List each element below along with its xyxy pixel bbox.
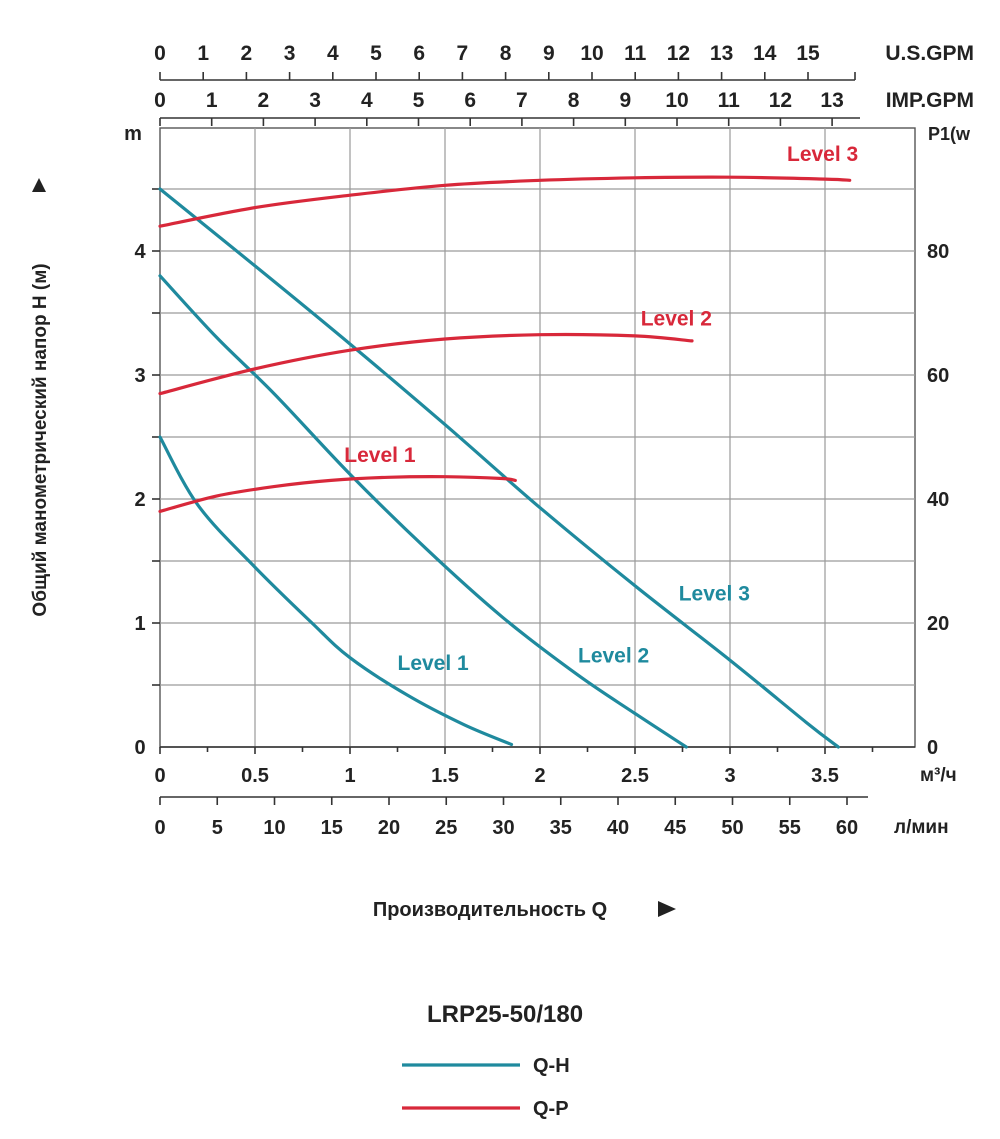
curve-qp3 [158,175,852,228]
x-impgpm-tick-label: 0 [154,89,166,112]
x-usgpm-tick-label: 15 [796,42,820,65]
x-usgpm-tick-label: 2 [241,42,253,65]
y-right-tick-label: 40 [927,489,949,511]
x-impgpm-tick-label: 5 [413,89,425,112]
x-usgpm-tick-label: 10 [580,42,603,65]
y-left-tick-label: 4 [134,241,146,263]
legend-qh-label: Q-H [533,1055,570,1077]
y-right-tick-label: 60 [927,365,949,387]
x-impgpm-tick-label: 6 [464,89,476,112]
y-axis-title: Общий манометрический напор H (м) [30,263,51,616]
x-impgpm-tick-label: 13 [820,89,843,112]
x-impgpm-tick-label: 9 [619,89,631,112]
series-label-qp2: Level 2 [641,307,712,330]
chart-title: LRP25-50/180 [427,1001,583,1028]
us-gpm-axis-label: U.S.GPM [885,42,974,65]
curve-qh2 [158,274,688,749]
curve-qp2 [158,332,694,396]
x-lmin-tick-label: 60 [836,817,858,839]
x-usgpm-tick-label: 6 [413,42,425,65]
x-usgpm-tick-label: 11 [624,42,647,65]
x-impgpm-tick-label: 8 [568,89,580,112]
x-lmin-tick-label: 40 [607,817,629,839]
legend: Q-H Q-P [402,1055,570,1120]
x-impgpm-tick-label: 7 [516,89,528,112]
y-left-tick-label: 3 [134,365,145,387]
series-label-qp1: Level 1 [344,444,416,467]
x-usgpm-tick-label: 1 [197,42,209,65]
y-right-tick-label: 80 [927,241,949,263]
m3h-axis-unit: м³/ч [920,765,957,786]
x-usgpm-tick-label: 3 [284,42,296,65]
x-lmin-tick-label: 20 [378,817,400,839]
x-impgpm-tick-label: 10 [665,89,688,112]
x-impgpm-tick-label: 1 [206,89,218,112]
x-lmin-tick-label: 30 [492,817,514,839]
curve-qh1 [158,435,514,747]
right-axis-unit: P1(w [928,124,971,144]
series-label-qh1: Level 1 [398,652,470,675]
x-impgpm-tick-label: 11 [718,89,741,112]
x-usgpm-tick-label: 13 [710,42,733,65]
x-axis-title: Производительность Q [373,899,607,921]
x-lmin-tick-label: 45 [664,817,686,839]
series-label-qh3: Level 3 [679,583,750,606]
x-m3h-tick-label: 2.5 [621,765,649,787]
x-lmin-tick-label: 50 [721,817,743,839]
y-right-tick-label: 20 [927,613,949,635]
lmin-axis-unit: л/мин [894,817,949,838]
x-impgpm-tick-label: 4 [361,89,373,112]
x-m3h-tick-label: 0 [154,765,165,787]
y-axis-arrow-icon [32,178,46,192]
y-left-tick-label: 2 [134,489,145,511]
x-m3h-tick-label: 3.5 [811,765,839,787]
imp-gpm-axis-label: IMP.GPM [886,89,974,112]
series-label-qp3: Level 3 [787,143,858,166]
series-label-qh2: Level 2 [578,645,649,668]
legend-qp-label: Q-P [533,1098,569,1120]
x-axis-arrow-icon [658,901,676,917]
x-usgpm-tick-label: 14 [753,42,777,65]
x-lmin-tick-label: 55 [779,817,801,839]
x-usgpm-tick-label: 7 [457,42,469,65]
left-axis-unit: m [124,123,142,145]
series-curves [158,175,852,749]
x-usgpm-tick-label: 0 [154,42,166,65]
curve-qp1 [158,475,517,513]
x-usgpm-tick-label: 12 [667,42,690,65]
x-lmin-tick-label: 25 [435,817,457,839]
x-lmin-tick-label: 10 [263,817,285,839]
x-m3h-tick-label: 0.5 [241,765,269,787]
x-m3h-tick-label: 3 [724,765,735,787]
curve-qh3 [158,187,840,749]
x-impgpm-tick-label: 3 [309,89,321,112]
x-lmin-tick-label: 5 [212,817,223,839]
y-left-tick-label: 1 [134,613,145,635]
x-m3h-tick-label: 2 [534,765,545,787]
x-usgpm-tick-label: 9 [543,42,555,65]
y-right-tick-label: 0 [927,737,938,759]
x-lmin-tick-label: 35 [550,817,572,839]
series-labels: Level 1 Level 2 Level 3 Level 1 Level 2 Level… [344,143,858,675]
x-lmin-tick-label: 0 [154,817,165,839]
x-usgpm-tick-label: 4 [327,42,339,65]
grid-lines [159,127,916,748]
x-lmin-tick-label: 15 [321,817,343,839]
x-impgpm-tick-label: 12 [769,89,792,112]
x-usgpm-tick-label: 8 [500,42,512,65]
x-m3h-tick-label: 1 [344,765,355,787]
y-left-tick-label: 0 [134,737,145,759]
x-m3h-tick-label: 1.5 [431,765,459,787]
x-impgpm-tick-label: 2 [258,89,270,112]
x-usgpm-tick-label: 5 [370,42,382,65]
